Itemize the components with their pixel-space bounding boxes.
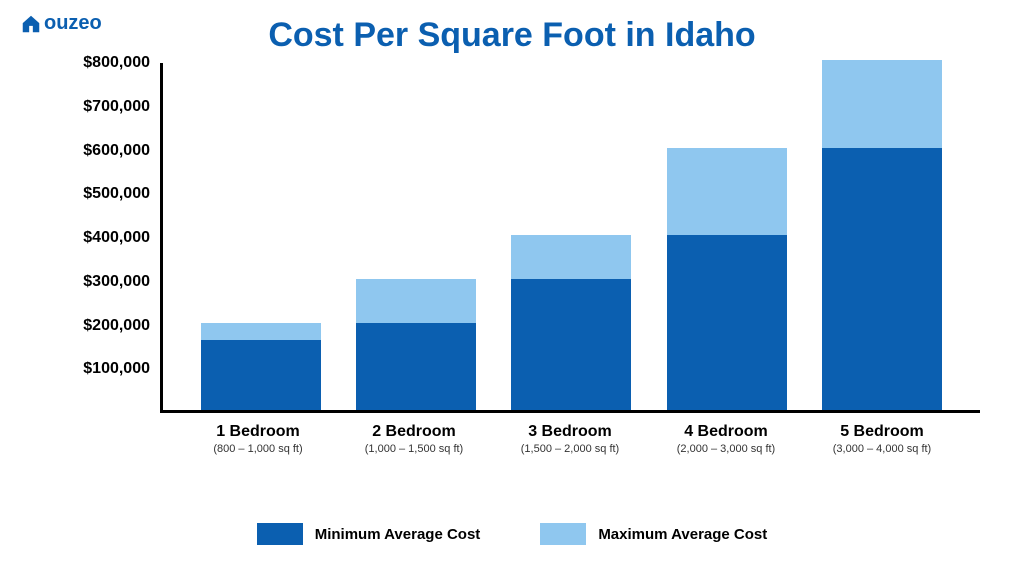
bar-segment-max — [356, 279, 476, 323]
bar-segment-min — [356, 323, 476, 411]
brand-name: ouzeo — [44, 12, 102, 35]
bar-stack — [822, 60, 942, 410]
page: ouzeo Cost Per Square Foot in Idaho $100… — [0, 0, 1024, 576]
x-tick-sub: (1,000 – 1,500 sq ft) — [344, 443, 484, 455]
bar-segment-min — [201, 340, 321, 410]
x-tick-main: 1 Bedroom — [188, 423, 328, 441]
y-tick-label: $800,000 — [40, 54, 150, 72]
bar-segment-max — [822, 60, 942, 148]
y-tick-label: $600,000 — [40, 142, 150, 160]
x-tick-main: 2 Bedroom — [344, 423, 484, 441]
bar-segment-max — [511, 235, 631, 279]
y-tick-label: $100,000 — [40, 360, 150, 378]
y-tick-label: $300,000 — [40, 273, 150, 291]
bar-segment-min — [511, 279, 631, 410]
x-tick-label: 4 Bedroom (2,000 – 3,000 sq ft) — [656, 423, 796, 455]
bar-stack — [201, 323, 321, 411]
bar-group — [822, 63, 942, 410]
chart-title: Cost Per Square Foot in Idaho — [30, 16, 994, 55]
x-axis-labels: 1 Bedroom (800 – 1,000 sq ft) 2 Bedroom (1,… — [160, 423, 980, 455]
y-tick-label: $200,000 — [40, 317, 150, 335]
bar-group — [201, 63, 321, 410]
x-tick-sub: (800 – 1,000 sq ft) — [188, 443, 328, 455]
bar-stack — [667, 148, 787, 411]
legend: Minimum Average Cost Maximum Average Cos… — [30, 523, 994, 545]
legend-item-min: Minimum Average Cost — [257, 523, 481, 545]
house-icon — [20, 13, 42, 35]
x-tick-sub: (3,000 – 4,000 sq ft) — [812, 443, 952, 455]
x-tick-label: 5 Bedroom (3,000 – 4,000 sq ft) — [812, 423, 952, 455]
y-tick-label: $500,000 — [40, 185, 150, 203]
bar-segment-max — [667, 148, 787, 236]
bar-segment-min — [667, 235, 787, 410]
plot — [160, 63, 980, 413]
y-axis-labels: $100,000 $200,000 $300,000 $400,000 $500,000… — [40, 63, 150, 413]
x-tick-main: 4 Bedroom — [656, 423, 796, 441]
x-tick-main: 3 Bedroom — [500, 423, 640, 441]
legend-label-max: Maximum Average Cost — [598, 526, 767, 543]
legend-swatch-min — [257, 523, 303, 545]
x-tick-label: 3 Bedroom (1,500 – 2,000 sq ft) — [500, 423, 640, 455]
bars-row — [163, 63, 980, 410]
x-tick-label: 2 Bedroom (1,000 – 1,500 sq ft) — [344, 423, 484, 455]
x-tick-label: 1 Bedroom (800 – 1,000 sq ft) — [188, 423, 328, 455]
bar-segment-min — [822, 148, 942, 411]
legend-swatch-max — [540, 523, 586, 545]
x-tick-main: 5 Bedroom — [812, 423, 952, 441]
chart-area: $100,000$200,000$300,000$400,000$500,000… — [60, 63, 1000, 463]
y-tick-label: $400,000 — [40, 229, 150, 247]
x-tick-sub: (2,000 – 3,000 sq ft) — [656, 443, 796, 455]
bar-group — [356, 63, 476, 410]
bar-segment-max — [201, 323, 321, 341]
bar-stack — [511, 235, 631, 410]
y-tick-label: $700,000 — [40, 98, 150, 116]
bar-stack — [356, 279, 476, 410]
brand-logo: ouzeo — [20, 12, 102, 35]
legend-label-min: Minimum Average Cost — [315, 526, 481, 543]
bar-group — [511, 63, 631, 410]
legend-item-max: Maximum Average Cost — [540, 523, 767, 545]
bar-group — [667, 63, 787, 410]
x-tick-sub: (1,500 – 2,000 sq ft) — [500, 443, 640, 455]
